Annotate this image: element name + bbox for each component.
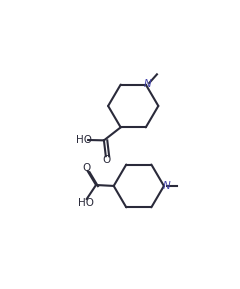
- Text: HO: HO: [78, 198, 94, 208]
- Text: N: N: [162, 181, 170, 190]
- Text: O: O: [103, 155, 111, 164]
- Text: O: O: [83, 163, 91, 173]
- Text: N: N: [144, 79, 152, 89]
- Text: HO: HO: [76, 135, 92, 144]
